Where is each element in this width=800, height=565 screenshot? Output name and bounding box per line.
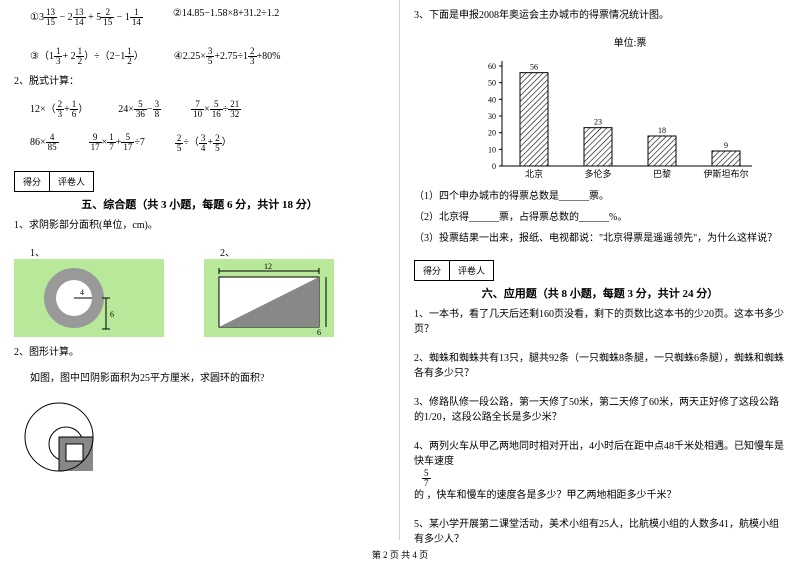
left-column: ①31315 − 21314 + 5215 − 1114 ②14.85−1.58… — [0, 0, 400, 540]
svg-text:56: 56 — [530, 63, 538, 72]
svg-text:23: 23 — [594, 118, 602, 127]
q6-3: 3、修路队修一段公路，第一天修了50米，第二天修了60米，两天正好修了这段公路的… — [414, 395, 786, 425]
svg-text:北京: 北京 — [525, 168, 543, 179]
score-box-2: 得分 评卷人 — [414, 260, 786, 281]
equation-1a: ①31315 − 21314 + 5215 − 1114 — [30, 8, 143, 27]
q6-2: 2、蜘蛛和蜘蛛共有13只，腿共92条（一只蜘蛛8条腿，一只蜘蛛6条腿），蜘蛛和蜘… — [414, 351, 786, 381]
chart-unit: 单位:票 — [474, 34, 786, 49]
section-2-title: 2、脱式计算： — [14, 74, 385, 90]
equation-2b: ④2.25×35+2.75÷123+80% — [174, 47, 281, 66]
section-6-title: 六、应用题（共 8 小题，每题 3 分，共计 24 分） — [414, 285, 786, 301]
row1-a: 12×（23+16） — [30, 100, 88, 119]
q3: 3、下面是申报2008年奥运会主办城市的得票情况统计图。 — [414, 8, 786, 24]
svg-text:0: 0 — [492, 162, 496, 171]
q5-2: 2、图形计算。 — [14, 345, 385, 361]
q3-3: （3）投票结果一出来，报纸、电视都说："北京得票是遥遥领先"，为什么这样说？ — [414, 229, 786, 244]
page-footer: 第 2 页 共 4 页 — [0, 548, 800, 561]
row2-b: 917×17+517÷7 — [89, 133, 145, 152]
equation-1b: ②14.85−1.58×8+31.2÷1.2 — [173, 8, 279, 27]
bar-chart: 单位:票 0 10 20 30 40 50 60 56 北京 23 多伦多 18 巴黎 9 伊斯坦布尔 — [474, 34, 786, 181]
svg-text:6: 6 — [317, 328, 321, 337]
row2-a: 86×485 — [30, 133, 59, 152]
score-box: 得分 评卷人 — [14, 171, 385, 192]
svg-text:30: 30 — [488, 112, 496, 121]
q6-4: 4、两列火车从甲乙两地同时相对开出，4小时后在距中点48千米处相遇。已知慢车是快… — [414, 439, 786, 503]
row2-c: 25÷（34+25） — [175, 133, 232, 152]
q5-1: 1、求阴影部分面积(单位，cm)。 — [14, 218, 385, 234]
section-5-title: 五、综合题（共 3 小题，每题 6 分，共计 18 分） — [14, 196, 385, 212]
svg-text:伊斯坦布尔: 伊斯坦布尔 — [703, 168, 748, 179]
svg-text:10: 10 — [488, 145, 496, 154]
row1-b: 24×536−38 — [118, 100, 161, 119]
row1-c: 710×516÷2132 — [191, 100, 241, 119]
score-label: 得分 — [14, 171, 50, 192]
grader-label: 评卷人 — [449, 260, 494, 281]
grader-label: 评卷人 — [49, 171, 94, 192]
svg-text:多伦多: 多伦多 — [584, 168, 611, 179]
q5-2b: 如图，图中凹阴影面积为25平方厘米，求圆环的面积? — [14, 371, 385, 387]
svg-text:巴黎: 巴黎 — [653, 168, 671, 179]
right-column: 3、下面是申报2008年奥运会主办城市的得票情况统计图。 单位:票 0 10 20 3… — [400, 0, 800, 540]
svg-text:20: 20 — [488, 129, 496, 138]
q6-1: 1、一本书，看了几天后还剩160页没看，剩下的页数比这本书的少20页。这本书多少… — [414, 307, 786, 337]
q6-5: 5、某小学开展第二课堂活动，美术小组有25人，比航模小组的人数多41，航模小组有… — [414, 517, 786, 547]
circle-figure — [14, 397, 385, 477]
svg-text:12: 12 — [264, 262, 272, 271]
q3-1: （1）四个申办城市的得票总数是______票。 — [414, 187, 786, 202]
figure-2: 2、 12 6 — [204, 244, 334, 337]
equation-2a: ③（113+ 212）÷（2−112） — [30, 47, 144, 66]
svg-text:60: 60 — [488, 62, 496, 71]
svg-text:18: 18 — [658, 126, 666, 135]
figure-1: 1、 4 6 — [14, 244, 164, 337]
svg-text:40: 40 — [488, 95, 496, 104]
svg-text:9: 9 — [724, 141, 728, 150]
svg-text:4: 4 — [80, 288, 84, 297]
score-label: 得分 — [414, 260, 450, 281]
svg-text:50: 50 — [488, 79, 496, 88]
q3-2: （2）北京得______票，占得票总数的______%。 — [414, 208, 786, 223]
svg-text:6: 6 — [110, 310, 114, 319]
